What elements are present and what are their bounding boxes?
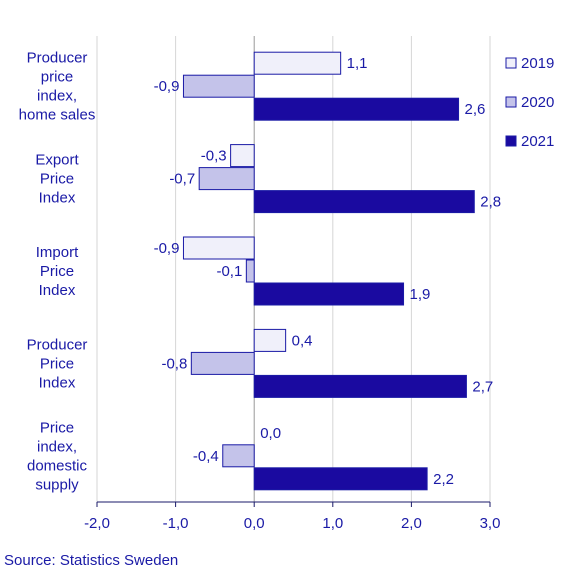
data-label: -0,1 xyxy=(216,263,242,280)
bar-2021 xyxy=(253,190,475,214)
data-label: -0,4 xyxy=(193,448,219,465)
category-label: Export xyxy=(35,152,79,169)
legend-swatch-2020 xyxy=(505,96,517,108)
data-label: 2,2 xyxy=(433,471,454,488)
data-label: -0,9 xyxy=(154,240,180,257)
bar-2020 xyxy=(198,167,255,191)
x-axis: -2,0 -1,0 0,0 1,0 2,0 3,0 xyxy=(84,501,501,532)
x-tick-label: -1,0 xyxy=(163,515,189,532)
data-label: -0,8 xyxy=(161,355,187,372)
data-labels: 1,1 -0,9 2,6 -0,3 -0,7 2,8 -0,9 -0,1 1,9 0,4 -0,8 2… xyxy=(154,55,502,488)
category-label: Index xyxy=(39,282,76,299)
data-label: 1,9 xyxy=(410,286,431,303)
data-label: -0,3 xyxy=(201,148,227,165)
data-label: 1,1 xyxy=(347,55,368,72)
data-label: 0,0 xyxy=(260,425,281,442)
bar-2021 xyxy=(253,467,428,491)
bar-2019 xyxy=(230,144,255,168)
category-label: Producer xyxy=(27,50,88,67)
legend-label: 2019 xyxy=(521,55,554,72)
legend-label: 2020 xyxy=(521,94,554,111)
bar-2020 xyxy=(182,74,255,98)
category-labels: Producer price index, home sales Export Price… xyxy=(19,50,96,494)
legend-swatch-2021 xyxy=(505,135,517,147)
category-label: Import xyxy=(36,244,79,261)
source-note: Source: Statistics Sweden xyxy=(4,552,179,569)
data-label: 2,7 xyxy=(472,378,493,395)
x-tick-label: 2,0 xyxy=(401,515,422,532)
x-tick-label: 1,0 xyxy=(322,515,343,532)
legend-swatch-2019 xyxy=(505,57,517,69)
data-label: 2,6 xyxy=(465,101,486,118)
category-label: Price xyxy=(40,419,74,436)
category-label: supply xyxy=(35,476,79,493)
data-label: 0,4 xyxy=(292,332,313,349)
category-label: Index xyxy=(39,190,76,207)
bar-2020 xyxy=(245,259,255,283)
data-label: 2,8 xyxy=(480,194,501,211)
category-label: Price xyxy=(40,355,74,372)
bar-2019 xyxy=(182,236,255,260)
bar-2021 xyxy=(253,97,460,121)
bar-2021 xyxy=(253,374,467,398)
category-label: Price xyxy=(40,263,74,280)
bar-2020 xyxy=(222,444,255,468)
legend: 2019 2020 2021 xyxy=(505,55,554,150)
category-label: Producer xyxy=(27,336,88,353)
bar-2019 xyxy=(253,328,287,352)
category-label: index, xyxy=(37,88,77,105)
bar-2021 xyxy=(253,282,405,306)
x-tick-label: -2,0 xyxy=(84,515,110,532)
category-label: index, xyxy=(37,438,77,455)
bars xyxy=(182,51,475,491)
category-label: Price xyxy=(40,171,74,188)
data-label: -0,7 xyxy=(169,171,195,188)
bar-2020 xyxy=(190,351,255,375)
category-label: Index xyxy=(39,374,76,391)
bar-2019 xyxy=(253,51,342,75)
category-label: home sales xyxy=(19,107,96,124)
data-label: -0,9 xyxy=(154,78,180,95)
category-label: domestic xyxy=(27,457,88,474)
category-label: price xyxy=(41,69,74,86)
x-tick-label: 0,0 xyxy=(244,515,265,532)
x-tick-label: 3,0 xyxy=(480,515,501,532)
legend-label: 2021 xyxy=(521,133,554,150)
